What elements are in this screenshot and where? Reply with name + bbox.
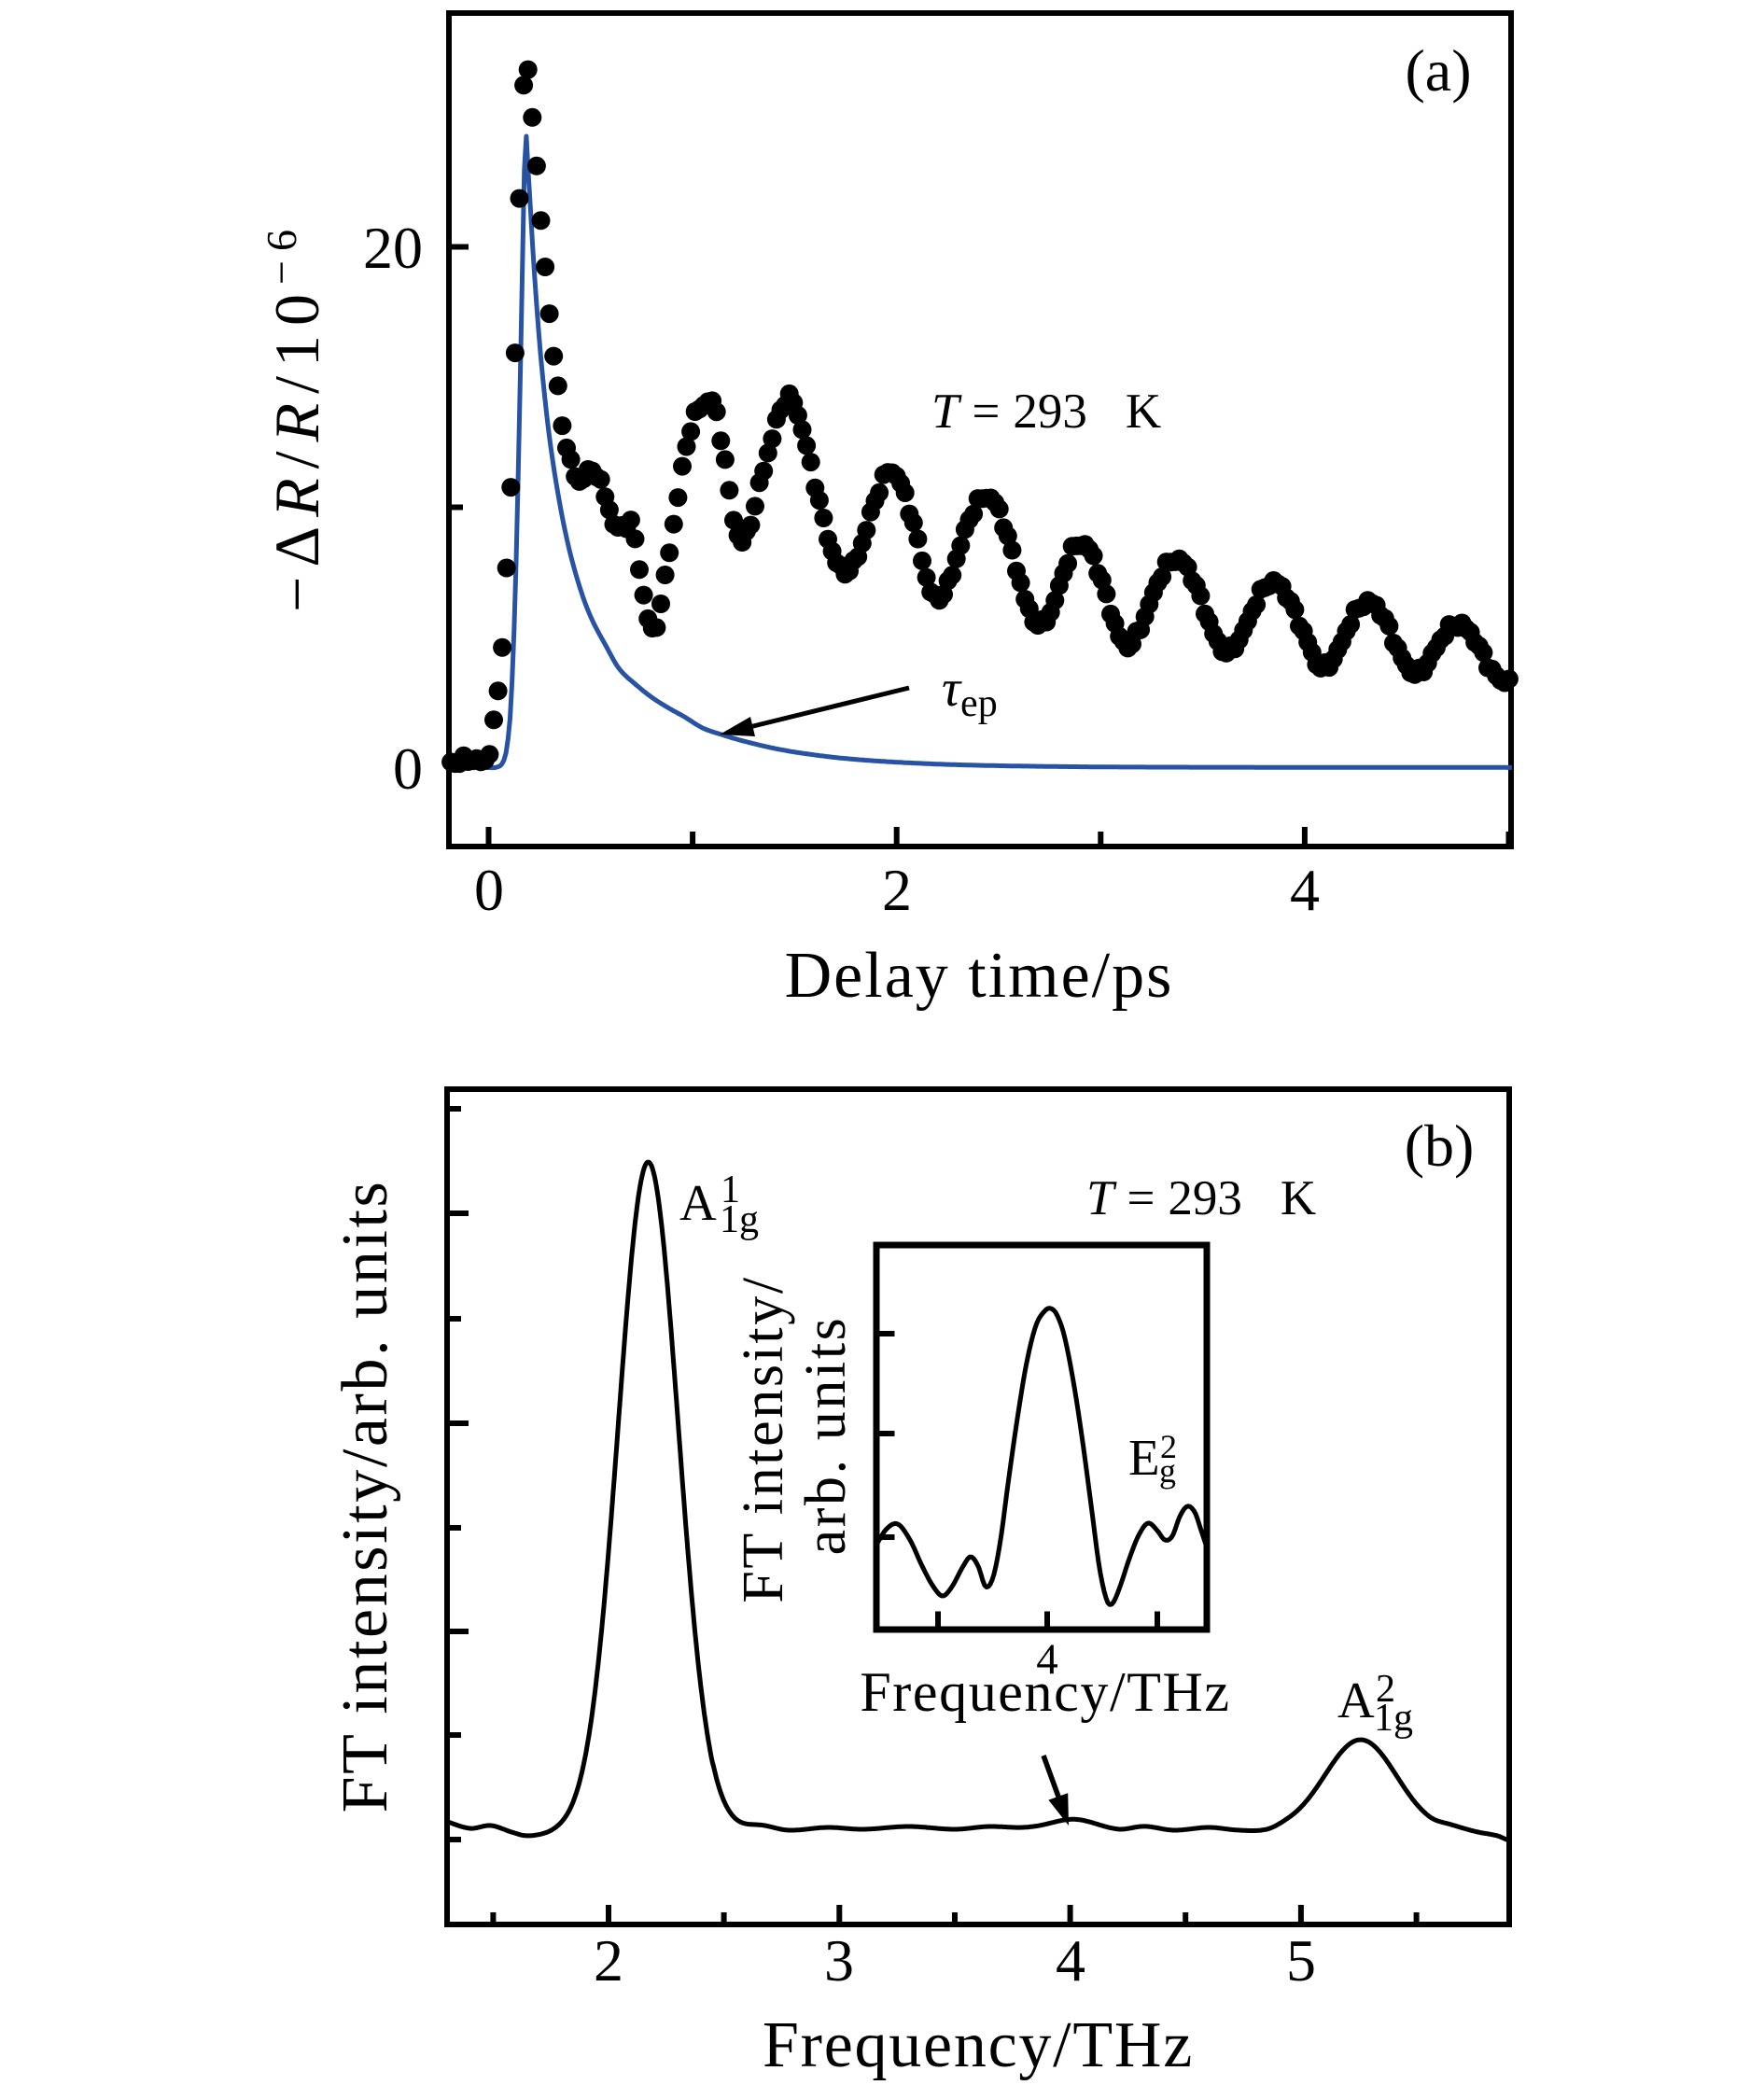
svg-text:−ΔR/R/10−6: −ΔR/R/10−6 bbox=[258, 220, 332, 612]
svg-text:4: 4 bbox=[1036, 1635, 1058, 1684]
svg-text:20: 20 bbox=[363, 215, 423, 281]
svg-text:FT intensity/: FT intensity/ bbox=[732, 1275, 795, 1602]
svg-text:2: 2 bbox=[1376, 1668, 1395, 1711]
svg-text:5: 5 bbox=[1286, 1927, 1316, 1994]
svg-text:1g: 1g bbox=[720, 1198, 759, 1241]
svg-text:4: 4 bbox=[1056, 1927, 1085, 1994]
svg-text:τep: τep bbox=[942, 660, 998, 725]
svg-text:Frequency/THz: Frequency/THz bbox=[763, 2009, 1194, 2081]
svg-text:E: E bbox=[1128, 1429, 1160, 1486]
svg-text:2: 2 bbox=[594, 1927, 623, 1994]
svg-text:A: A bbox=[679, 1174, 717, 1231]
svg-text:2: 2 bbox=[1160, 1428, 1177, 1465]
svg-text:(a): (a) bbox=[1405, 37, 1471, 104]
svg-text:Delay time/ps: Delay time/ps bbox=[785, 940, 1174, 1012]
svg-text:2: 2 bbox=[882, 857, 912, 923]
svg-text:(b): (b) bbox=[1405, 1112, 1475, 1179]
svg-text:A: A bbox=[1337, 1672, 1375, 1728]
svg-text:Frequency/THz: Frequency/THz bbox=[860, 1661, 1230, 1723]
svg-text:g: g bbox=[1159, 1452, 1176, 1490]
svg-text:1g: 1g bbox=[1374, 1697, 1413, 1740]
svg-text:0: 0 bbox=[474, 857, 504, 923]
svg-text:arb. units: arb. units bbox=[794, 1316, 858, 1556]
svg-text:4: 4 bbox=[1290, 857, 1320, 923]
svg-text:3: 3 bbox=[824, 1927, 854, 1994]
svg-text:FT intensity/arb. units: FT intensity/arb. units bbox=[329, 1180, 401, 1813]
svg-text:1: 1 bbox=[721, 1168, 740, 1211]
svg-text:0: 0 bbox=[393, 735, 423, 802]
